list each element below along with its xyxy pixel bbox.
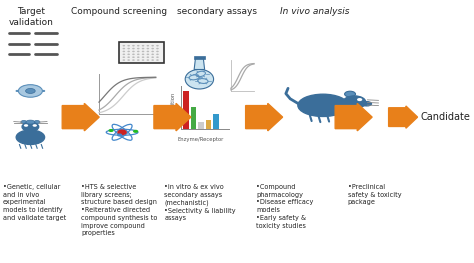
Circle shape [137, 54, 139, 55]
Circle shape [132, 54, 135, 55]
Circle shape [132, 59, 135, 61]
Circle shape [123, 54, 125, 55]
Text: Enzyme/Receptor: Enzyme/Receptor [178, 137, 224, 142]
Text: Target
validation: Target validation [9, 7, 54, 27]
Circle shape [156, 45, 159, 47]
Circle shape [156, 54, 159, 55]
Circle shape [357, 98, 362, 101]
Ellipse shape [185, 69, 214, 89]
Circle shape [128, 45, 130, 47]
Circle shape [146, 59, 149, 61]
Polygon shape [154, 103, 191, 131]
Polygon shape [62, 103, 99, 131]
FancyBboxPatch shape [194, 56, 205, 59]
Circle shape [133, 130, 138, 133]
Circle shape [132, 45, 135, 47]
Circle shape [123, 59, 125, 61]
Ellipse shape [16, 130, 45, 144]
Circle shape [132, 57, 135, 58]
Circle shape [151, 54, 154, 55]
Ellipse shape [22, 122, 39, 132]
Circle shape [142, 48, 145, 49]
Circle shape [151, 51, 154, 52]
Circle shape [123, 51, 125, 52]
FancyBboxPatch shape [206, 120, 211, 129]
Polygon shape [246, 103, 283, 131]
Text: Candidate: Candidate [421, 112, 471, 122]
Ellipse shape [343, 96, 366, 108]
Text: Compound screening: Compound screening [71, 7, 167, 16]
Circle shape [128, 54, 130, 55]
Circle shape [123, 45, 125, 47]
Circle shape [137, 57, 139, 58]
Circle shape [128, 57, 130, 58]
Ellipse shape [345, 91, 356, 97]
Circle shape [128, 48, 130, 49]
Circle shape [146, 57, 149, 58]
Circle shape [132, 51, 135, 52]
Ellipse shape [26, 120, 35, 124]
FancyBboxPatch shape [119, 42, 164, 63]
Text: In vivo analysis: In vivo analysis [280, 7, 350, 16]
Ellipse shape [21, 120, 27, 124]
Circle shape [156, 51, 159, 52]
Ellipse shape [26, 88, 35, 93]
Polygon shape [335, 103, 372, 131]
Circle shape [142, 57, 145, 58]
Circle shape [146, 51, 149, 52]
Ellipse shape [34, 120, 40, 124]
Text: secondary assays: secondary assays [177, 7, 257, 16]
Text: % inhibition: % inhibition [171, 92, 176, 124]
Circle shape [137, 48, 139, 49]
Circle shape [137, 51, 139, 52]
Text: •in vitro & ex vivo
secondary assays
(mechanistic)
•Selectivity & liability
assa: •in vitro & ex vivo secondary assays (me… [164, 184, 236, 221]
Circle shape [156, 59, 159, 61]
Circle shape [123, 57, 125, 58]
Circle shape [151, 45, 154, 47]
Circle shape [151, 57, 154, 58]
Circle shape [156, 57, 159, 58]
Text: •Preclinical
safety & toxicity
package: •Preclinical safety & toxicity package [348, 184, 401, 205]
FancyBboxPatch shape [183, 91, 189, 129]
Ellipse shape [298, 94, 348, 117]
Text: •Genetic, cellular
and in vivo
experimental
models to identify
and validate targ: •Genetic, cellular and in vivo experimen… [3, 184, 66, 221]
Circle shape [137, 45, 139, 47]
Polygon shape [389, 106, 418, 128]
FancyBboxPatch shape [191, 107, 196, 129]
Ellipse shape [18, 85, 42, 97]
Circle shape [132, 48, 135, 49]
Circle shape [146, 54, 149, 55]
Circle shape [146, 48, 149, 49]
Circle shape [156, 48, 159, 49]
Circle shape [142, 59, 145, 61]
FancyBboxPatch shape [213, 114, 219, 129]
Text: •HTS & selective
library screens;
structure based design
•Reiterative directed
c: •HTS & selective library screens; struct… [82, 184, 158, 236]
Circle shape [123, 48, 125, 49]
Circle shape [128, 59, 130, 61]
Ellipse shape [362, 102, 372, 106]
Circle shape [137, 59, 139, 61]
Circle shape [151, 48, 154, 49]
Circle shape [142, 51, 145, 52]
Circle shape [117, 129, 127, 135]
Polygon shape [194, 58, 205, 69]
Circle shape [128, 51, 130, 52]
FancyBboxPatch shape [198, 122, 204, 129]
Circle shape [33, 124, 37, 127]
Text: •Compound
pharmacology
•Disease efficacy
models
•Early safety &
toxicity studies: •Compound pharmacology •Disease efficacy… [256, 184, 313, 229]
Circle shape [146, 45, 149, 47]
Circle shape [117, 133, 122, 136]
Circle shape [109, 129, 114, 132]
Circle shape [142, 45, 145, 47]
Circle shape [151, 59, 154, 61]
Circle shape [142, 54, 145, 55]
Circle shape [24, 124, 28, 127]
